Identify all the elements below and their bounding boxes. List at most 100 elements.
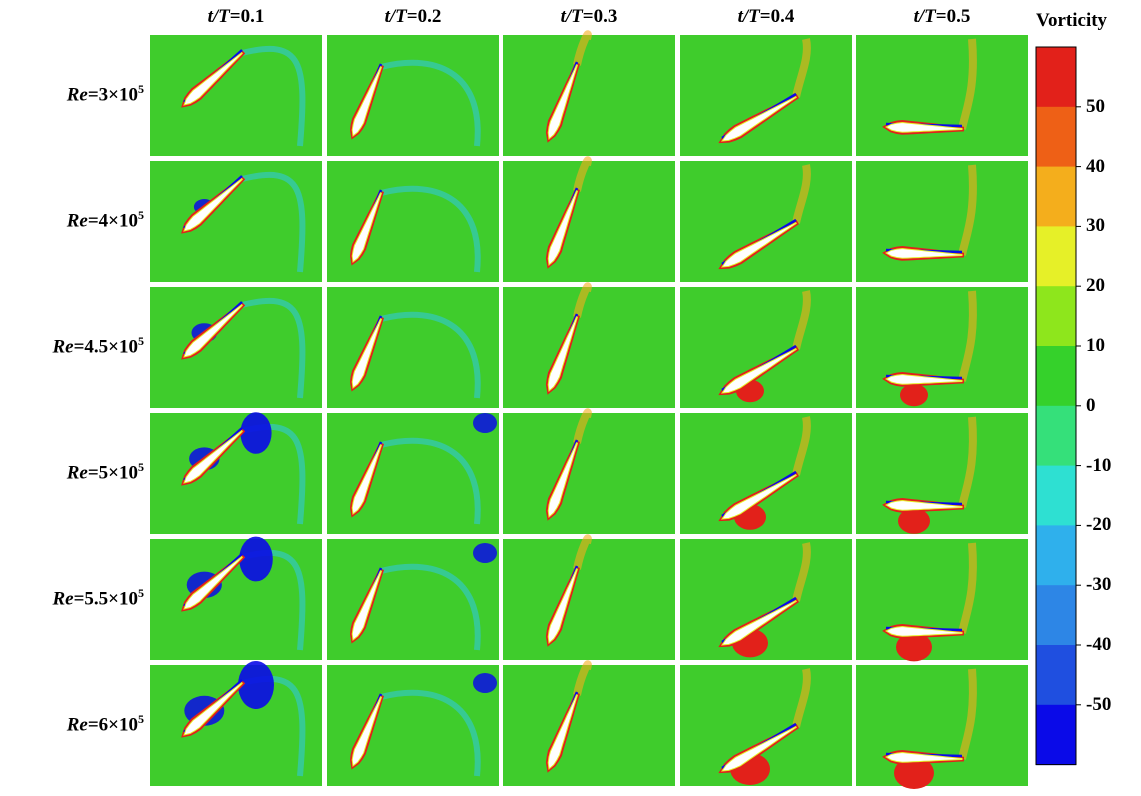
vorticity-panel — [856, 161, 1028, 282]
vorticity-panel — [503, 408, 675, 534]
vorticity-panel — [150, 287, 322, 408]
panel-background — [150, 539, 322, 660]
colorbar-segment — [1036, 226, 1076, 287]
panel-background — [856, 35, 1028, 156]
row-label-exponent: 5 — [138, 333, 144, 348]
vorticity-panel — [327, 161, 499, 282]
colorbar-tick-label: 40 — [1086, 155, 1105, 177]
airfoil — [183, 555, 243, 610]
colorbar-segment — [1036, 286, 1076, 347]
row-label-exponent: 5 — [138, 711, 144, 726]
wake-shear-layer — [380, 689, 481, 777]
trailing-edge-vortex — [573, 534, 592, 570]
shed-vortex — [240, 412, 272, 454]
wake-shear-layer — [380, 311, 481, 399]
column-header-variable: t/T — [207, 6, 230, 27]
airfoil — [721, 599, 798, 646]
vorticity-panel — [680, 665, 852, 786]
trailing-edge-vortex — [958, 38, 977, 130]
shed-vortex — [473, 673, 497, 693]
panel-background — [150, 161, 322, 282]
airfoil — [547, 694, 579, 770]
colorbar-segment — [1036, 166, 1076, 227]
vorticity-panel — [680, 35, 852, 156]
vorticity-panel — [150, 661, 322, 786]
colorbar-segment — [1036, 106, 1076, 168]
colorbar-segment — [1036, 465, 1076, 526]
panel-background — [680, 35, 852, 156]
trailing-edge-vortex — [792, 542, 811, 602]
row-label-variable: Re — [52, 335, 74, 357]
panel-background — [680, 413, 852, 534]
trailing-edge-vortex — [792, 668, 811, 728]
airfoil — [547, 190, 579, 266]
row-label-value: =3×10 — [87, 83, 138, 105]
airfoil — [351, 444, 383, 515]
column-header-value: =0.3 — [582, 6, 618, 27]
colorbar-tick-label: 50 — [1086, 95, 1105, 117]
panel-background — [150, 665, 322, 786]
vorticity-panel — [327, 413, 499, 534]
trailing-edge-vortex — [573, 660, 592, 696]
colorbar-segment — [1036, 47, 1076, 108]
vorticity-panel — [327, 539, 499, 660]
vorticity-panel — [680, 413, 852, 534]
lower-surface-vortex — [896, 632, 932, 662]
airfoil — [547, 442, 579, 518]
column-header-variable: t/T — [737, 6, 760, 27]
trailing-edge-vortex — [573, 30, 592, 66]
airfoil — [183, 51, 243, 106]
trailing-edge-vortex — [573, 282, 592, 318]
trailing-edge-vortex — [792, 164, 811, 224]
row-label-value: =5×10 — [87, 461, 138, 483]
vorticity-panel — [856, 539, 1028, 662]
airfoil — [351, 696, 383, 767]
airfoil — [884, 247, 963, 259]
colorbar-tick-label: -40 — [1086, 634, 1112, 655]
lower-surface-vortex — [894, 757, 934, 789]
panel-background — [150, 413, 322, 534]
colorbar-tick-label: -50 — [1086, 693, 1112, 715]
vorticity-panel — [856, 287, 1028, 408]
airfoil — [721, 95, 798, 142]
colorbar-title: Vorticity — [1036, 10, 1108, 31]
airfoil — [183, 429, 243, 484]
airfoil — [721, 347, 798, 394]
wake-shear-layer — [241, 46, 306, 147]
column-header: t/T=0.5 — [856, 6, 1028, 28]
vorticity-panel — [150, 412, 322, 534]
row-label-value: =4.5×10 — [73, 335, 138, 357]
trailing-edge-vortex — [792, 416, 811, 476]
trailing-edge-vortex — [792, 290, 811, 350]
vorticity-panel — [327, 287, 499, 408]
colorbar-segment — [1036, 346, 1076, 407]
trailing-edge-vortex — [792, 38, 811, 98]
panel-background — [856, 413, 1028, 534]
wake-shear-layer — [380, 437, 481, 525]
vorticity-panel — [327, 665, 499, 786]
vorticity-panel — [856, 35, 1028, 156]
wake-shear-layer — [241, 172, 306, 273]
row-label-variable: Re — [66, 461, 88, 483]
colorbar-segment — [1036, 585, 1076, 646]
colorbar-tick-label: -10 — [1086, 454, 1112, 476]
row-label-variable: Re — [66, 713, 88, 735]
airfoil — [351, 192, 383, 263]
airfoil — [351, 570, 383, 641]
colorbar-tick-label: 10 — [1086, 335, 1105, 356]
wake-shear-layer — [241, 298, 306, 399]
shed-vortex — [473, 413, 497, 433]
colorbar-tick-label: 30 — [1086, 215, 1105, 237]
airfoil — [351, 318, 383, 389]
row-label: Re=5.5×105 — [2, 586, 144, 610]
colorbar-tick-label: -30 — [1086, 574, 1112, 596]
airfoil — [884, 625, 963, 637]
column-header-value: =0.2 — [406, 6, 442, 27]
row-label-exponent: 5 — [138, 459, 144, 474]
row-label: Re=3×105 — [2, 82, 144, 106]
wake-shear-layer — [380, 59, 481, 147]
colorbar-tick-label: 0 — [1086, 394, 1096, 416]
panel-background — [856, 665, 1028, 786]
airfoil — [721, 473, 798, 520]
panel-background — [503, 35, 675, 156]
